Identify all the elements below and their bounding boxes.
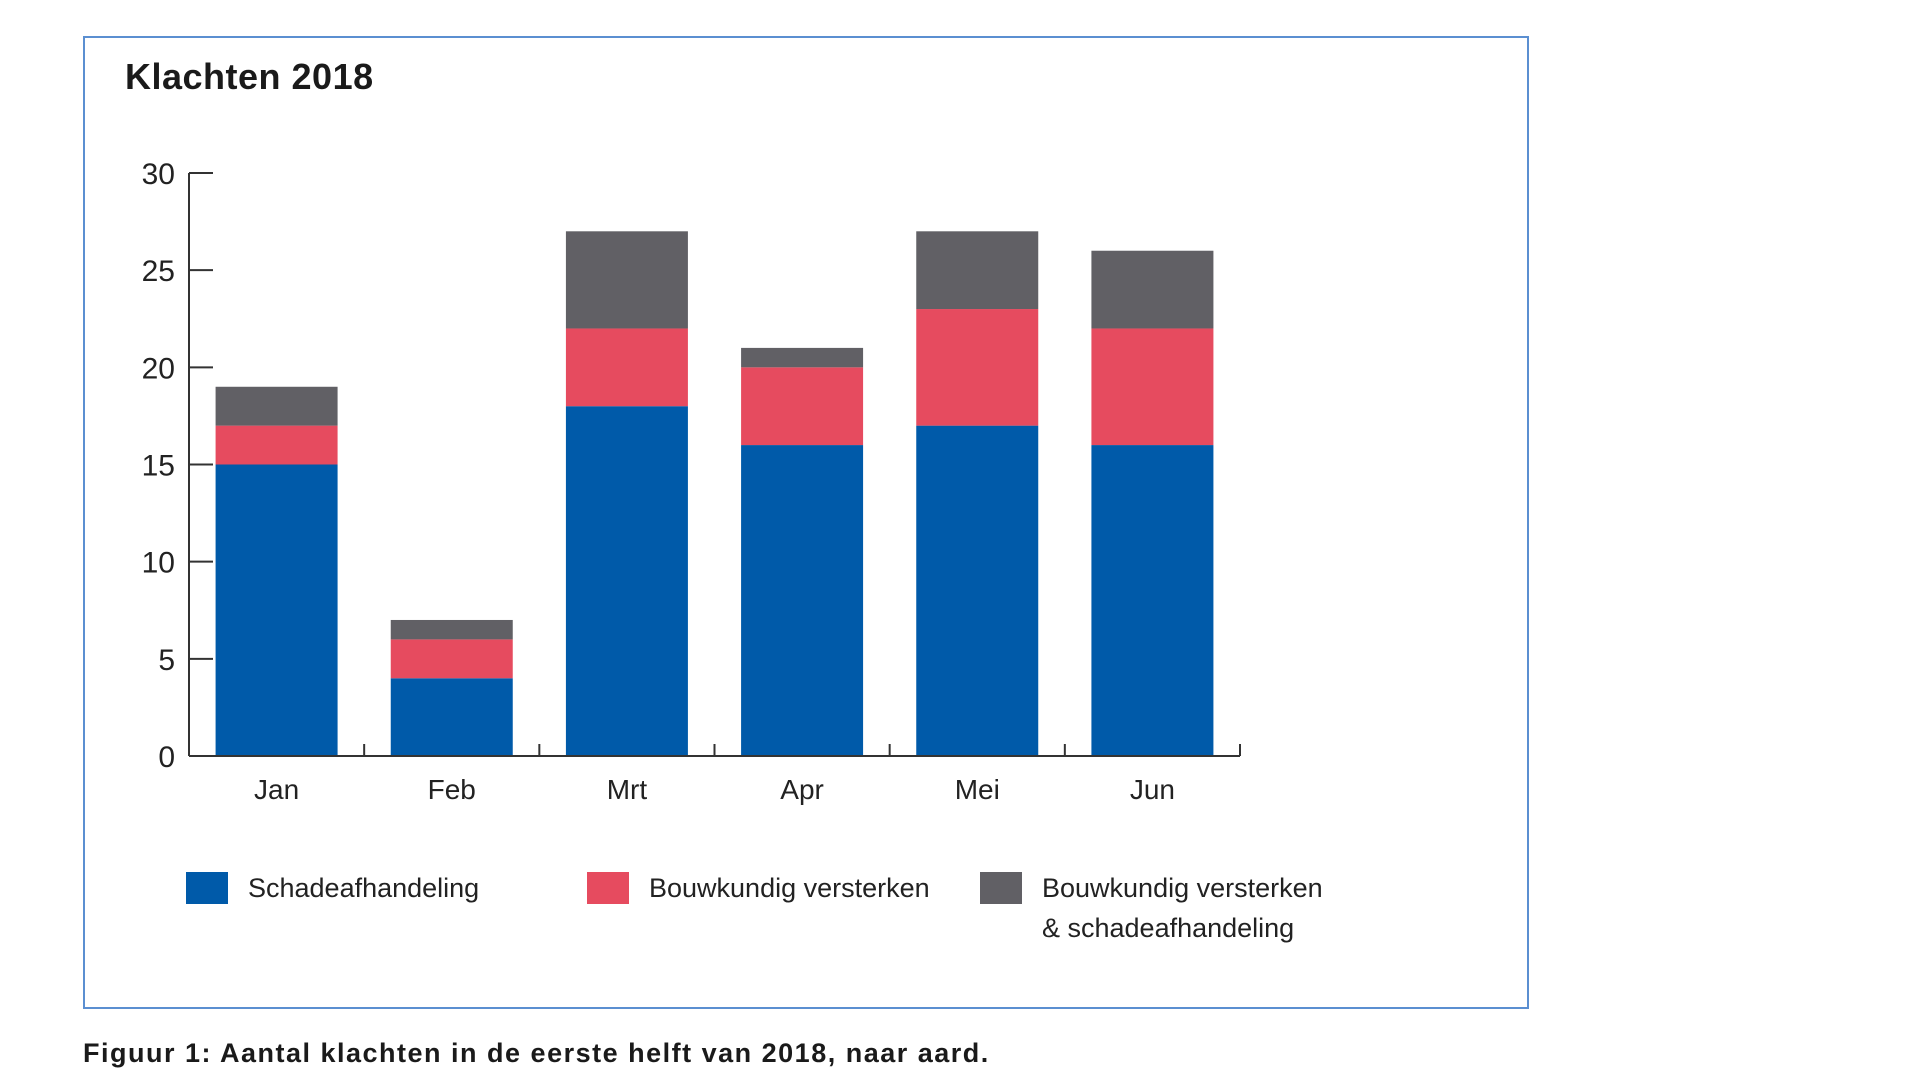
x-tick-label-jan: Jan (254, 774, 299, 805)
legend-swatch-combined (980, 872, 1022, 904)
legend-item-bouwkundig-versterken: Bouwkundig versterken (587, 872, 930, 908)
bar-feb-series-2 (390, 619, 513, 640)
chart-frame: Klachten 2018 Jan Feb Mrt Apr Mei Jun 0 5 10 15 20… (83, 36, 1529, 1009)
x-tick-label-feb: Feb (428, 774, 476, 805)
bar-feb-series-0 (390, 678, 513, 756)
bar-jun-series-1 (1091, 328, 1214, 446)
bar-mrt-series-1 (565, 328, 688, 407)
legend-swatch-bouwkundig-versterken (587, 872, 629, 904)
legend-label-schadeafhandeling: Schadeafhandeling (248, 868, 479, 908)
bar-apr-series-1 (741, 367, 864, 446)
legend-label-combined: Bouwkundig versterken & schadeafhandelin… (1042, 868, 1323, 948)
legend-label-bouwkundig-versterken: Bouwkundig versterken (649, 868, 930, 908)
x-tick-label-mei: Mei (955, 774, 1000, 805)
y-tick-label-25: 25 (142, 255, 175, 288)
bar-mrt-series-2 (565, 231, 688, 329)
x-tick-label-apr: Apr (780, 774, 824, 805)
legend-text-line-2: & schadeafhandeling (1042, 913, 1295, 943)
bar-feb-series-1 (390, 639, 513, 679)
bar-apr-series-0 (741, 445, 864, 756)
x-tick-label-mrt: Mrt (607, 774, 648, 805)
bar-mei-series-0 (916, 425, 1039, 756)
bar-jan-series-2 (215, 386, 338, 426)
bar-mrt-series-0 (565, 406, 688, 756)
y-tick-label-5: 5 (158, 644, 175, 677)
x-tick-label-jun: Jun (1130, 774, 1175, 805)
legend-text-line-1: Bouwkundig versterken (1042, 873, 1323, 903)
y-tick-label-20: 20 (142, 352, 175, 385)
bar-jun-series-2 (1091, 250, 1214, 329)
legend-item-combined: Bouwkundig versterken & schadeafhandelin… (980, 872, 1323, 948)
y-tick-label-10: 10 (142, 547, 175, 580)
bar-mei-series-1 (916, 309, 1039, 426)
legend-item-schadeafhandeling: Schadeafhandeling (186, 872, 479, 908)
legend-text: Schadeafhandeling (248, 873, 480, 903)
chart-plot: Jan Feb Mrt Apr Mei Jun 0 5 10 15 20 25 30 (142, 158, 1241, 805)
bar-mei-series-2 (916, 231, 1039, 310)
chart-title: Klachten 2018 (125, 56, 374, 97)
y-tick-label-30: 30 (142, 158, 175, 191)
figure-caption: Figuur 1: Aantal klachten in de eerste h… (83, 1038, 990, 1068)
bar-apr-series-2 (741, 347, 864, 368)
bar-jun-series-0 (1091, 445, 1214, 756)
bar-jan-series-0 (215, 464, 338, 756)
y-tick-label-15: 15 (142, 450, 175, 483)
legend-text: Bouwkundig versterken (649, 873, 930, 903)
legend-swatch-schadeafhandeling (186, 872, 228, 904)
y-tick-label-0: 0 (158, 741, 175, 774)
bar-jan-series-1 (215, 425, 338, 465)
